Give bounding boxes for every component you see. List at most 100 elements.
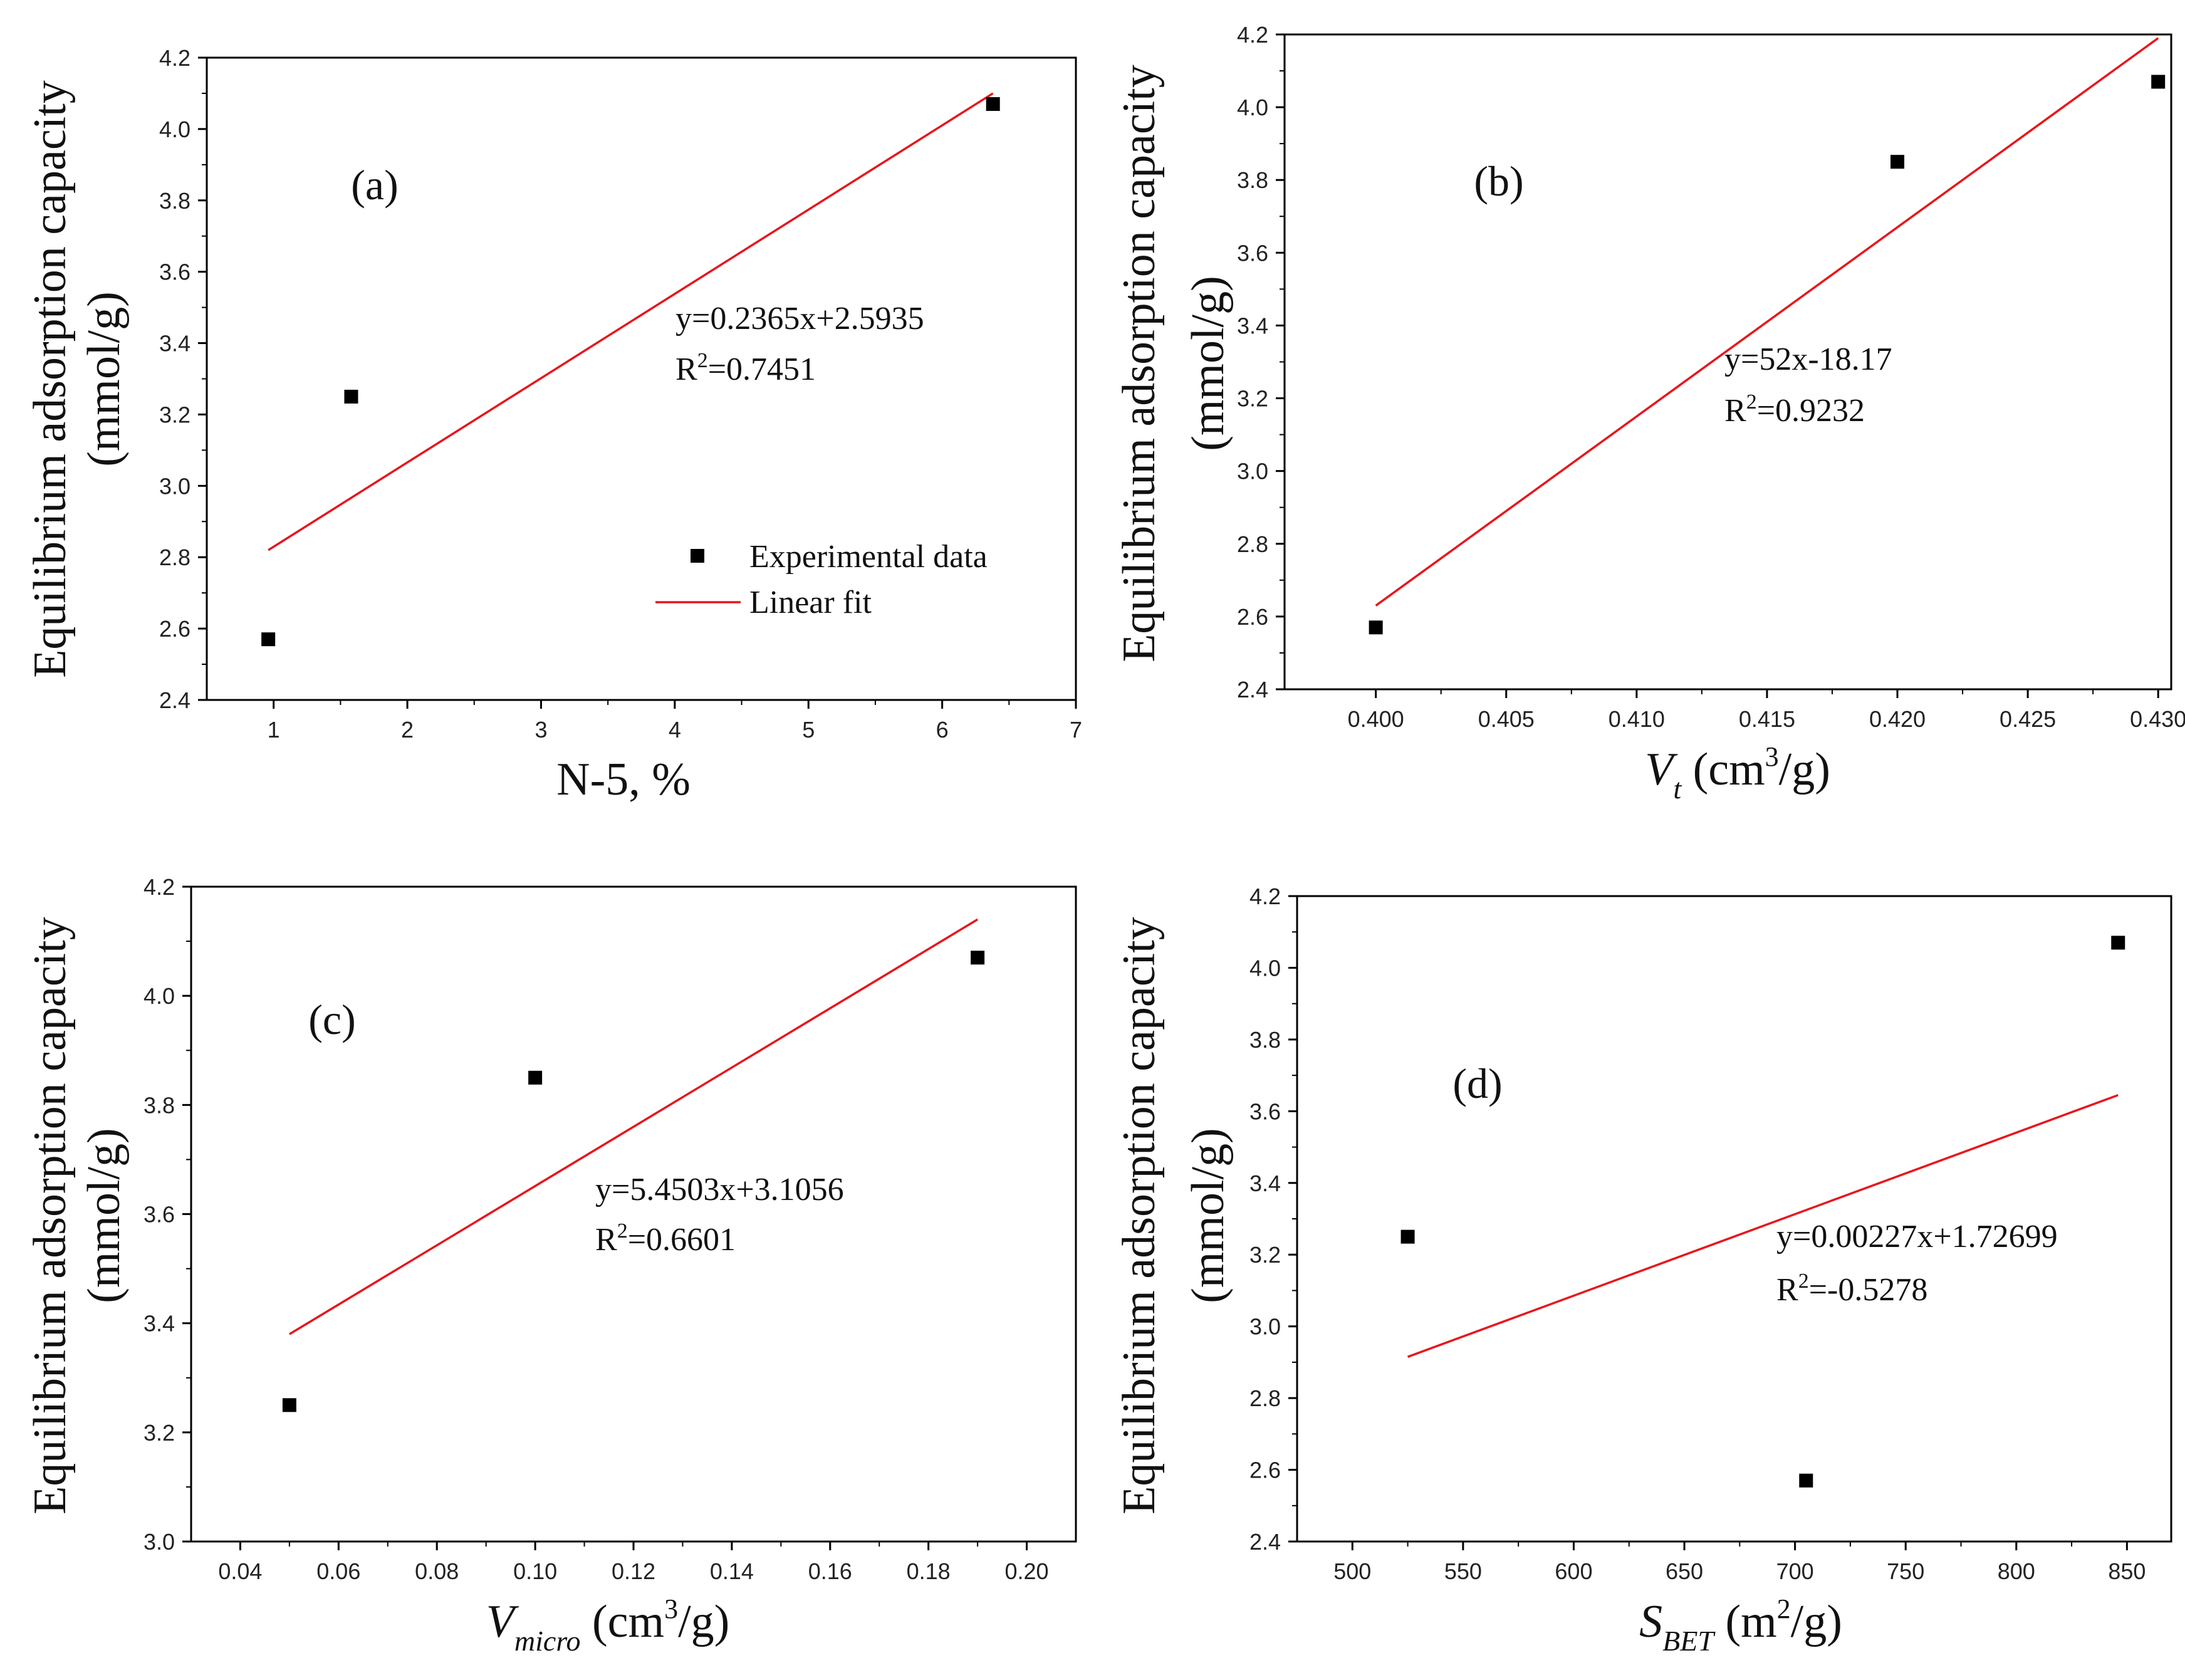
x-tick-label: 0.06 xyxy=(316,1558,360,1584)
y-axis-unit-label: (mmol/g) xyxy=(1182,276,1234,451)
data-point xyxy=(282,1398,296,1412)
x-tick-label: 0.18 xyxy=(907,1558,951,1584)
y-tick-label: 2.4 xyxy=(1237,677,1268,702)
x-axis-label: N-5, % xyxy=(556,754,691,805)
x-tick-label: 750 xyxy=(1887,1558,1924,1584)
r-squared-value: R2=-0.5278 xyxy=(1776,1270,1927,1308)
x-tick-label: 0.04 xyxy=(218,1558,262,1584)
y-tick-label: 2.8 xyxy=(1237,531,1268,557)
legend-label: Linear fit xyxy=(749,585,872,620)
r-squared-value: R2=0.6601 xyxy=(595,1219,736,1258)
y-axis-label: Equilibrium adsorption capacity xyxy=(1113,65,1165,662)
y-tick-label: 3.4 xyxy=(1249,1171,1281,1196)
x-tick-label: 850 xyxy=(2108,1558,2146,1584)
data-point xyxy=(261,632,276,647)
data-point xyxy=(1400,1229,1415,1244)
y-tick-label: 2.4 xyxy=(159,687,190,713)
y-axis-unit-label: (mmol/g) xyxy=(78,291,130,467)
y-tick-label: 4.2 xyxy=(1249,884,1281,909)
x-tick-label: 6 xyxy=(936,717,949,743)
x-tick-label: 0.16 xyxy=(808,1558,852,1584)
x-tick-label: 2 xyxy=(401,717,414,743)
y-tick-label: 3.0 xyxy=(159,473,190,499)
x-tick-label: 0.12 xyxy=(612,1558,655,1584)
y-tick-label: 2.4 xyxy=(1249,1529,1281,1555)
x-tick-label: 600 xyxy=(1555,1558,1592,1584)
data-point xyxy=(971,951,985,965)
fit-equation: y=0.2365x+2.5935 xyxy=(675,301,924,337)
x-tick-label: 0.10 xyxy=(513,1558,557,1584)
legend-marker-square xyxy=(691,549,704,563)
y-tick-label: 4.0 xyxy=(1237,95,1268,120)
panel-label: (c) xyxy=(308,996,355,1043)
legend-label: Experimental data xyxy=(749,539,988,575)
x-axis-label: SBET (m2/g) xyxy=(1639,1594,1842,1657)
chart-panel-c: 3.0 3.2 3.4 3.6 3.8 4.0 4.2 0.04 0.06 0.08 0.10 0.1… xyxy=(24,874,1077,1657)
y-tick-label: 3.4 xyxy=(159,331,190,357)
chart-panel-a: 2.4 2.6 2.8 3.0 3.2 3.4 3.6 3.8 4.0 4.2 1 2 3 4 5 6 7 y=0… xyxy=(24,45,1082,805)
chart-panel-b: 2.4 2.6 2.8 3.0 3.2 3.4 3.6 3.8 4.0 4.2 0.400 0.405… xyxy=(1113,22,2185,805)
x-tick-label: 700 xyxy=(1776,1558,1814,1584)
y-tick-label: 2.8 xyxy=(159,545,190,570)
x-tick-label: 0.14 xyxy=(710,1558,754,1584)
y-tick-label: 3.8 xyxy=(1249,1027,1281,1053)
y-tick-label: 3.4 xyxy=(143,1311,175,1337)
x-tick-label: 0.20 xyxy=(1005,1558,1049,1584)
x-tick-label: 0.08 xyxy=(415,1558,459,1584)
x-tick-label: 3 xyxy=(535,717,547,743)
y-axis-unit-label: (mmol/g) xyxy=(1182,1128,1234,1303)
y-tick-label: 2.8 xyxy=(1249,1385,1281,1411)
data-point xyxy=(1890,155,1905,169)
y-axis-label: Equilibrium adsorption capacity xyxy=(24,80,76,678)
y-tick-label: 3.2 xyxy=(1237,386,1268,412)
y-tick-label: 2.6 xyxy=(1237,604,1268,630)
data-point xyxy=(2111,936,2125,950)
r-squared-value: R2=0.7451 xyxy=(675,349,816,387)
data-point xyxy=(344,389,358,404)
data-point xyxy=(1369,620,1383,635)
data-point xyxy=(2151,75,2166,89)
data-point xyxy=(986,97,1000,112)
panel-label: (b) xyxy=(1474,157,1523,205)
fit-equation: y=0.00227x+1.72699 xyxy=(1776,1219,2058,1255)
y-tick-label: 4.2 xyxy=(1237,22,1268,48)
x-tick-label: 0.400 xyxy=(1348,706,1404,732)
x-tick-label: 7 xyxy=(1070,717,1082,743)
y-tick-label: 4.0 xyxy=(1249,955,1281,981)
panel-label: (d) xyxy=(1452,1060,1502,1107)
linear-fit-line xyxy=(288,918,979,1335)
y-tick-label: 3.2 xyxy=(1249,1242,1281,1268)
x-tick-label: 1 xyxy=(268,717,280,743)
y-tick-label: 3.8 xyxy=(1237,167,1268,193)
y-tick-label: 3.6 xyxy=(1249,1098,1281,1124)
r-squared-value: R2=0.9232 xyxy=(1724,390,1865,429)
fit-equation: y=5.4503x+3.1056 xyxy=(595,1172,844,1208)
data-point xyxy=(528,1070,543,1085)
x-tick-label: 5 xyxy=(802,717,815,743)
y-axis-unit-label: (mmol/g) xyxy=(78,1128,130,1303)
x-tick-label: 550 xyxy=(1444,1558,1482,1584)
y-tick-label: 2.6 xyxy=(159,616,190,642)
y-tick-label: 4.0 xyxy=(159,117,190,142)
y-tick-label: 4.0 xyxy=(143,983,175,1009)
y-tick-label: 3.8 xyxy=(143,1092,175,1118)
legend: Experimental data Linear fit xyxy=(655,539,988,620)
x-tick-label: 500 xyxy=(1333,1558,1371,1584)
x-tick-label: 4 xyxy=(669,717,681,743)
y-tick-label: 3.0 xyxy=(1249,1314,1281,1340)
x-tick-label: 650 xyxy=(1666,1558,1703,1584)
linear-fit-line xyxy=(1375,37,2159,607)
x-tick-label: 0.415 xyxy=(1739,706,1795,732)
linear-fit-line xyxy=(268,92,994,551)
y-tick-label: 3.6 xyxy=(143,1202,175,1228)
x-tick-label: 0.425 xyxy=(2000,706,2056,732)
x-tick-label: 0.410 xyxy=(1609,706,1665,732)
x-tick-label: 0.420 xyxy=(1869,706,1926,732)
fit-equation: y=52x-18.17 xyxy=(1724,342,1892,377)
y-tick-label: 3.4 xyxy=(1237,313,1268,338)
linear-fit-line xyxy=(1407,1093,2119,1358)
chart-panel-d: 2.4 2.6 2.8 3.0 3.2 3.4 3.6 3.8 4.0 4.2 500 550 600 6… xyxy=(1113,884,2172,1657)
y-tick-label: 4.2 xyxy=(143,874,175,900)
y-tick-label: 3.0 xyxy=(143,1529,175,1555)
